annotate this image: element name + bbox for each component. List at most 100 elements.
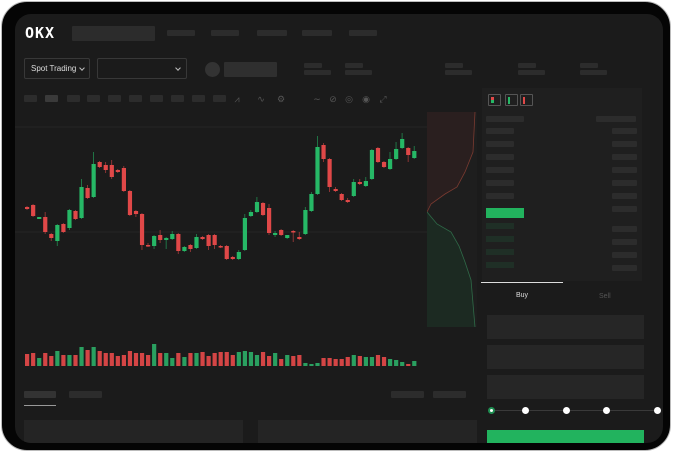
timeframe-button[interactable] [67, 95, 80, 102]
assets-panel [258, 420, 477, 443]
candle-body [345, 200, 350, 202]
candle-body [31, 205, 36, 216]
target-icon[interactable]: ◉ [362, 94, 370, 104]
orderbook-both-icon[interactable] [488, 94, 501, 106]
timeframe-button[interactable] [45, 95, 58, 102]
slider-step[interactable] [522, 407, 529, 414]
timeframe-button[interactable] [171, 95, 184, 102]
volume-bar [303, 363, 308, 366]
stat-label [445, 63, 463, 68]
leverage-slider-track[interactable] [493, 410, 657, 411]
volume-bar [351, 355, 356, 366]
line-chart-icon[interactable]: ⩘ [234, 94, 240, 104]
volume-bar [285, 355, 290, 366]
bid-depth-line [426, 211, 476, 328]
orderbook-asks-icon[interactable] [520, 94, 533, 106]
orders-tab[interactable] [24, 391, 56, 398]
candle-body [375, 148, 381, 162]
orderbook-header-amount [596, 116, 636, 122]
slider-step[interactable] [654, 407, 661, 414]
volume-bar [91, 347, 96, 366]
candle-body [351, 182, 356, 196]
draw-icon[interactable]: ⊘ [329, 94, 337, 104]
candle-body [412, 151, 417, 158]
candle-body [369, 150, 375, 179]
candle-body [73, 211, 78, 219]
nav-item[interactable] [302, 30, 332, 36]
history-tab[interactable] [69, 391, 102, 398]
volume-bar [188, 353, 193, 366]
slider-handle[interactable] [488, 407, 495, 414]
nav-item[interactable] [211, 30, 239, 36]
volume-bar [394, 360, 399, 366]
volume-bar [400, 362, 405, 366]
candlestick-chart[interactable] [15, 109, 427, 379]
nav-item[interactable] [349, 30, 377, 36]
timeframe-button[interactable] [192, 95, 205, 102]
stat-label [518, 63, 536, 68]
volume-bar [291, 356, 296, 366]
slider-step[interactable] [603, 407, 610, 414]
ask-depth-line [426, 111, 476, 213]
candle-body [67, 210, 72, 228]
buy-tab[interactable]: Buy [516, 292, 529, 299]
fullscreen-icon[interactable]: ⤢ [379, 94, 387, 104]
filter-button[interactable] [391, 391, 424, 398]
candle-body [182, 247, 187, 251]
settings-icon[interactable]: ⚙ [276, 94, 286, 104]
volume-bar [327, 358, 332, 366]
volume-bar [236, 352, 241, 366]
market-type-dropdown[interactable]: Spot Trading [24, 58, 90, 79]
timeframe-button[interactable] [24, 95, 37, 102]
slider-step[interactable] [563, 407, 570, 414]
indicator-icon[interactable]: ∿ [257, 94, 265, 104]
candle-body [133, 211, 139, 214]
volume-bar [260, 352, 266, 366]
volume-bar [43, 353, 48, 366]
timeframe-button[interactable] [150, 95, 163, 102]
nav-item[interactable] [167, 30, 195, 36]
timeframe-button[interactable] [213, 95, 226, 102]
pair-dropdown[interactable] [97, 58, 187, 79]
timeframe-button[interactable] [87, 95, 100, 102]
candle-body [43, 217, 48, 232]
volume-bar [309, 364, 314, 366]
ask-depth-area [427, 112, 475, 212]
amount-input[interactable] [487, 345, 644, 369]
nav-item[interactable] [257, 30, 287, 36]
volume-bar [363, 357, 368, 366]
price-input[interactable] [487, 315, 644, 339]
camera-icon[interactable]: ◎ [345, 94, 353, 104]
candle-body [206, 235, 211, 246]
candle-body [327, 159, 332, 187]
volume-bar [25, 354, 30, 366]
bid-price [486, 262, 514, 268]
buy-button[interactable] [487, 430, 644, 443]
okx-logo[interactable]: OKX [25, 24, 56, 42]
volume-bar [381, 357, 387, 366]
wave-icon[interactable]: ∼ [313, 94, 321, 104]
depth-chart-svg [426, 111, 476, 328]
volume-bar [375, 355, 381, 366]
depth-chart [426, 111, 477, 328]
candle-body [224, 246, 229, 259]
candle-body [303, 210, 308, 234]
trading-screen: OKX Spot Trading ⩘ ∿ ⚙ ∼ ⊘ ◎ ◉ ⤢ [15, 14, 663, 443]
coin-icon [205, 62, 220, 77]
volume-bar [109, 353, 114, 366]
search-bar[interactable] [72, 26, 155, 41]
volume-bar [182, 357, 187, 366]
candle-body [109, 165, 114, 177]
timeframe-button[interactable] [129, 95, 142, 102]
ask-amount [612, 206, 637, 212]
volume-bar [369, 357, 375, 366]
filter-button[interactable] [433, 391, 466, 398]
volume-bar [406, 364, 411, 366]
total-input[interactable] [487, 375, 644, 399]
timeframe-button[interactable] [108, 95, 121, 102]
market-type-label: Spot Trading [31, 64, 77, 73]
sell-tab[interactable]: Sell [599, 293, 611, 300]
volume-bar [279, 359, 284, 366]
candle-body [363, 181, 368, 186]
orderbook-bids-icon[interactable] [505, 94, 518, 106]
